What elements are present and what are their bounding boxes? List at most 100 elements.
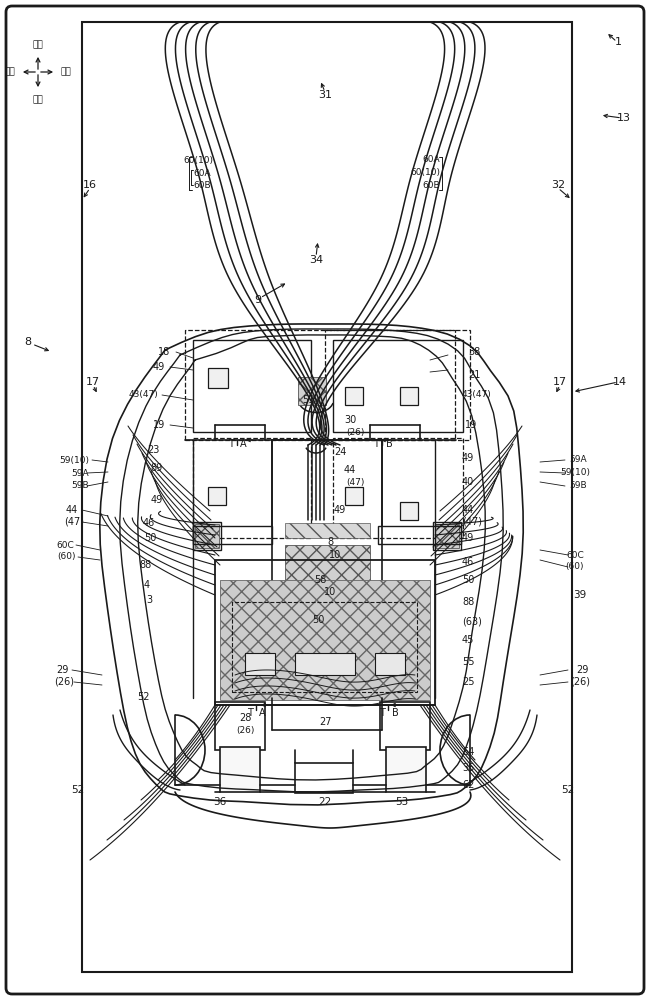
Text: 52: 52 [72,785,84,795]
Text: 55: 55 [462,657,474,667]
Text: T: T [379,708,385,718]
Text: 60C: 60C [566,550,584,560]
Text: B: B [385,439,393,449]
Text: 4: 4 [144,580,150,590]
Text: (26): (26) [346,428,364,436]
Text: 24: 24 [334,447,346,457]
Bar [193,340,311,432]
Text: 46: 46 [143,518,155,528]
Text: 25: 25 [462,677,474,687]
Bar [380,702,430,750]
Bar [333,438,463,538]
Bar [375,653,405,675]
Bar [333,340,463,432]
Text: 58: 58 [314,575,326,585]
Text: (60): (60) [57,552,75,562]
Bar [345,387,363,405]
Text: 21: 21 [468,370,480,380]
Text: 60C: 60C [56,540,74,550]
Bar [220,747,260,792]
Text: 3: 3 [146,595,152,605]
Text: 51: 51 [302,395,314,405]
Text: 10: 10 [324,587,336,597]
Text: 53: 53 [395,797,409,807]
Bar [245,653,275,675]
Text: 89: 89 [151,463,163,473]
Bar [232,602,417,692]
Text: 13: 13 [617,113,631,123]
Text: 22: 22 [318,797,332,807]
Text: 27: 27 [318,717,332,727]
Bar [193,438,311,538]
Text: 49: 49 [153,362,165,372]
Text: 29: 29 [56,665,68,675]
Text: (47): (47) [64,517,84,527]
Text: (63): (63) [462,617,482,627]
Text: 1: 1 [614,37,621,47]
Text: 49: 49 [462,453,474,463]
Text: 44: 44 [66,505,78,515]
Bar [195,524,219,548]
Text: (47): (47) [462,517,482,527]
Text: 50: 50 [312,615,324,625]
Text: B: B [391,708,398,718]
Text: 52: 52 [562,785,575,795]
Text: 8: 8 [25,337,32,347]
Text: 8: 8 [327,537,333,547]
Text: 17: 17 [86,377,100,387]
Text: 19: 19 [465,420,477,430]
Text: (47): (47) [346,478,364,487]
Text: 38: 38 [468,347,480,357]
Text: 23: 23 [148,445,160,455]
Bar [345,487,363,505]
Text: 28: 28 [239,713,251,723]
Text: 49: 49 [334,505,346,515]
Bar [193,526,272,544]
Text: A: A [240,439,246,449]
Text: 43(47): 43(47) [462,390,492,399]
Text: 18: 18 [158,347,170,357]
Text: (60): (60) [566,562,584,572]
Bar [295,653,355,675]
Text: 59A: 59A [72,468,89,478]
Text: (26): (26) [570,677,590,687]
Text: 9: 9 [254,295,261,305]
Text: 左側: 左側 [5,68,16,77]
Text: 44: 44 [344,465,356,475]
Bar [433,522,461,550]
Text: 49: 49 [462,533,474,543]
Text: 59A: 59A [569,456,587,464]
Text: 40: 40 [462,477,474,487]
Text: 44: 44 [462,505,474,515]
Text: 17: 17 [553,377,567,387]
Text: 29: 29 [576,665,588,675]
Text: (26): (26) [236,726,254,734]
Text: T: T [228,439,234,449]
Text: 50: 50 [462,575,474,585]
Bar [295,763,353,793]
Bar [298,377,326,405]
Text: 43(47): 43(47) [128,390,158,399]
Text: 10: 10 [329,550,341,560]
Bar [193,522,221,550]
Bar [215,702,265,750]
Text: 59(10): 59(10) [560,468,590,478]
Text: 60A: 60A [193,168,211,178]
Bar [386,747,426,792]
Text: 59(10): 59(10) [59,456,89,464]
Text: 59B: 59B [569,482,587,490]
Text: T: T [373,439,379,449]
Text: 32: 32 [551,180,565,190]
Text: 88: 88 [140,560,152,570]
Text: T: T [247,708,253,718]
Text: 60A: 60A [422,155,440,164]
Text: 59B: 59B [72,482,89,490]
Bar [285,523,370,538]
Text: 60B: 60B [193,180,211,190]
Bar [278,592,376,692]
Bar [82,22,572,972]
Text: A: A [259,708,265,718]
Text: 14: 14 [613,377,627,387]
Bar [272,440,382,698]
Bar [378,526,461,544]
